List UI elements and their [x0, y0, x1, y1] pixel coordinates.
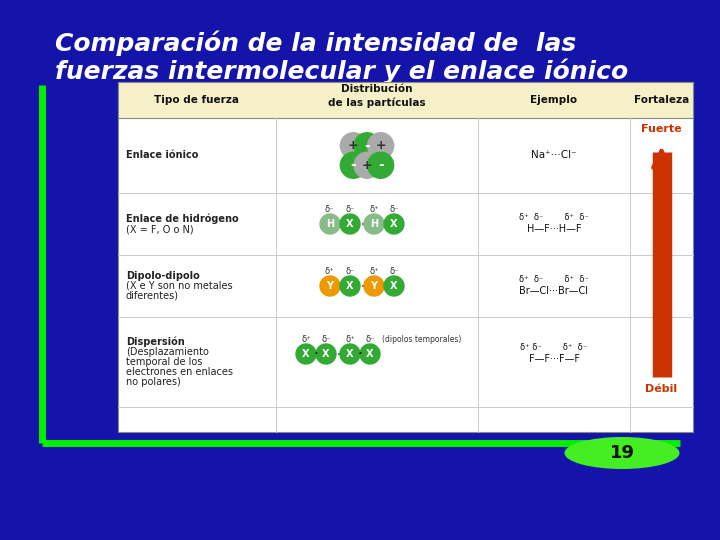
Text: δ⁺: δ⁺ [301, 335, 311, 345]
Text: (Desplazamiento: (Desplazamiento [126, 347, 209, 357]
Circle shape [320, 276, 340, 296]
Text: Y: Y [326, 281, 333, 291]
Text: -: - [364, 139, 370, 153]
Text: X: X [346, 219, 354, 229]
Text: electrones en enlaces: electrones en enlaces [126, 367, 233, 377]
Text: (dipolos temporales): (dipolos temporales) [382, 335, 462, 345]
Bar [118, 82, 693, 432]
Text: Dipolo-dipolo: Dipolo-dipolo [126, 271, 199, 281]
Circle shape [316, 344, 336, 364]
Text: +: + [361, 159, 372, 172]
Text: Enlace de hidrógeno: Enlace de hidrógeno [126, 214, 238, 224]
Ellipse shape [564, 437, 680, 469]
Text: X: X [346, 281, 354, 291]
Text: Débil: Débil [645, 384, 678, 394]
Circle shape [296, 344, 316, 364]
Text: -: - [378, 158, 384, 172]
Text: temporal de los: temporal de los [126, 357, 202, 367]
Text: Distribución
de las partículas: Distribución de las partículas [328, 84, 426, 107]
Text: δ⁻: δ⁻ [390, 267, 399, 276]
Circle shape [368, 133, 394, 159]
Text: δ⁺: δ⁺ [324, 267, 334, 276]
Text: X: X [323, 349, 330, 359]
Circle shape [368, 152, 394, 178]
Text: +: + [348, 139, 359, 152]
Text: Tipo de fuerza: Tipo de fuerza [155, 95, 240, 105]
Text: H—F···H—F: H—F···H—F [527, 224, 581, 234]
Text: H: H [370, 219, 378, 229]
Circle shape [340, 344, 360, 364]
Text: δ⁺: δ⁺ [369, 267, 379, 276]
Text: F—F···F—F: F—F···F—F [528, 354, 580, 364]
Text: Dispersión: Dispersión [126, 337, 185, 347]
Circle shape [340, 214, 360, 234]
Text: (X = F, O o N): (X = F, O o N) [126, 224, 194, 234]
Text: Comparación de la intensidad de  las: Comparación de la intensidad de las [55, 30, 576, 56]
Text: δ⁻: δ⁻ [321, 335, 330, 345]
Text: δ⁺ δ⁻        δ⁺  δ⁻: δ⁺ δ⁻ δ⁺ δ⁻ [521, 343, 588, 353]
Text: +: + [375, 139, 386, 152]
Text: Ejemplo: Ejemplo [531, 95, 577, 105]
Text: ·: · [358, 347, 362, 361]
Circle shape [341, 133, 366, 159]
Text: Fuerte: Fuerte [642, 125, 682, 134]
Text: ·: · [314, 347, 318, 361]
Text: diferentes): diferentes) [126, 291, 179, 301]
Text: no polares): no polares) [126, 377, 181, 387]
Text: δ⁺: δ⁺ [345, 335, 355, 345]
Circle shape [364, 276, 384, 296]
Text: δ⁺  δ⁻        δ⁺  δ⁻: δ⁺ δ⁻ δ⁺ δ⁻ [519, 213, 589, 222]
Circle shape [320, 214, 340, 234]
Text: X: X [346, 349, 354, 359]
Text: Y: Y [371, 281, 377, 291]
Circle shape [384, 214, 404, 234]
Circle shape [354, 133, 380, 159]
Text: δ⁺  δ⁻        δ⁺  δ⁻: δ⁺ δ⁻ δ⁺ δ⁻ [519, 275, 589, 285]
Circle shape [360, 344, 380, 364]
Text: δ⁻: δ⁻ [346, 206, 355, 214]
Text: Fortaleza: Fortaleza [634, 95, 689, 105]
Text: δ⁻: δ⁻ [365, 335, 374, 345]
Text: H: H [326, 219, 334, 229]
Text: δ⁻: δ⁻ [390, 206, 399, 214]
Circle shape [354, 152, 380, 178]
Text: δ⁺: δ⁺ [369, 206, 379, 214]
Text: 19: 19 [610, 444, 634, 462]
Text: fuerzas intermolecular y el enlace iónico: fuerzas intermolecular y el enlace iónic… [55, 58, 628, 84]
Text: Br—Cl···Br—Cl: Br—Cl···Br—Cl [520, 286, 588, 296]
Circle shape [364, 214, 384, 234]
Text: Na⁺···Cl⁻: Na⁺···Cl⁻ [531, 151, 577, 160]
Circle shape [384, 276, 404, 296]
Text: δ⁻: δ⁻ [324, 206, 334, 214]
Circle shape [341, 152, 366, 178]
Text: -: - [351, 158, 356, 172]
Text: δ⁻: δ⁻ [346, 267, 355, 276]
Text: X: X [390, 281, 397, 291]
Text: X: X [366, 349, 374, 359]
Text: Enlace iónico: Enlace iónico [126, 151, 199, 160]
Text: (X e Y son no metales: (X e Y son no metales [126, 281, 233, 291]
Bar [118, 82, 693, 118]
Circle shape [340, 276, 360, 296]
Text: X: X [390, 219, 397, 229]
Text: X: X [302, 349, 310, 359]
